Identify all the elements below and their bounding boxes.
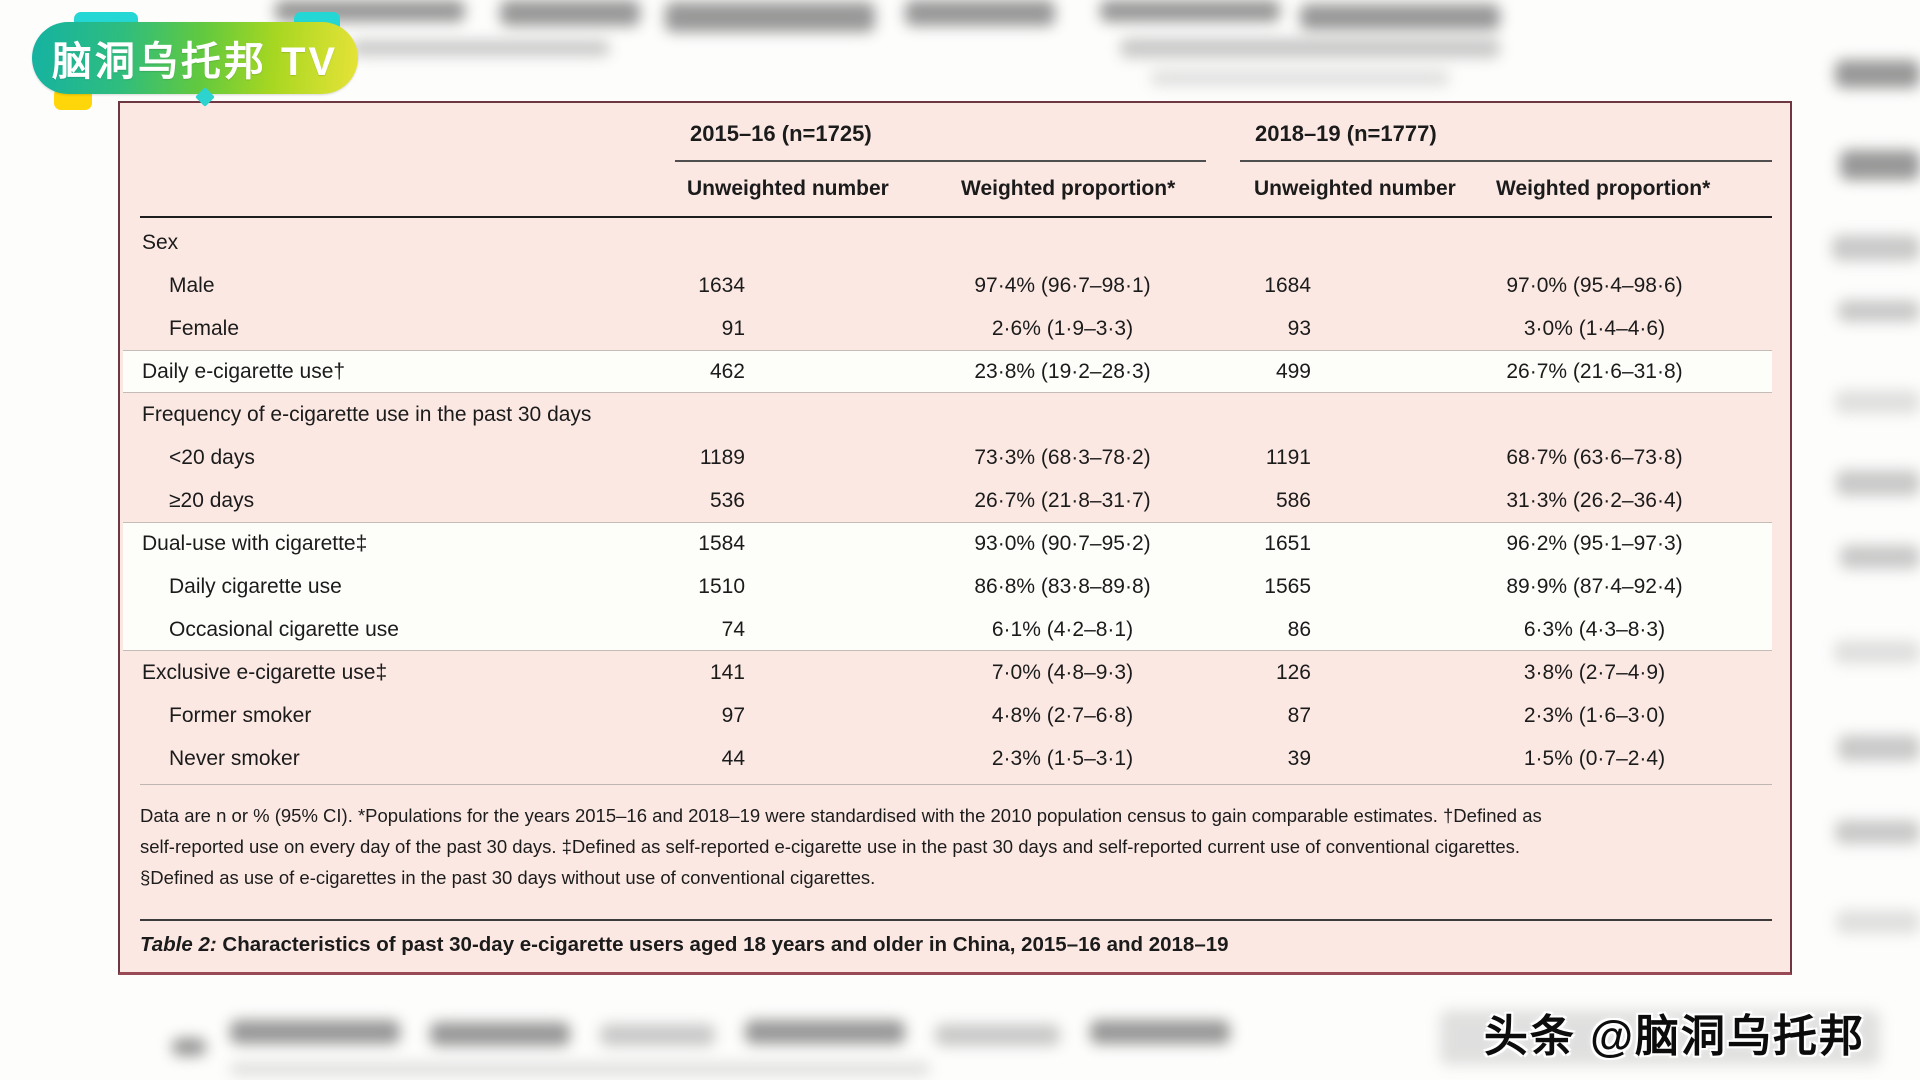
table-row: Frequency of e-cigarette use in the past…	[120, 393, 1790, 436]
table-cell: 1565	[1264, 574, 1311, 598]
table-row: Never smoker 44 2·3% (1·5–3·1) 39 1·5% (0·7–…	[120, 737, 1790, 780]
channel-logo: 脑洞乌托邦 TV	[26, 8, 386, 118]
table-cell: 86	[1287, 617, 1311, 641]
table-cell: Occasional cigarette use	[169, 617, 399, 641]
table-row: Occasional cigarette use 74 6·1% (4·2–8·1)…	[120, 608, 1790, 651]
table-row: Daily cigarette use 1510 86·8% (83·8–89·8)…	[120, 565, 1790, 608]
body-end-rule	[140, 784, 1772, 785]
caption-rule	[140, 919, 1772, 921]
table-caption: Table 2: Characteristics of past 30-day …	[140, 933, 1229, 957]
table-row: ≥20 days 536 26·7% (21·8–31·7) 586 31·3% (26…	[120, 479, 1790, 522]
table-cell: 2·3% (1·5–3·1)	[991, 746, 1134, 770]
table-cell: 74	[721, 617, 745, 641]
table-cell: 1651	[1264, 531, 1311, 555]
table-cell: 31·3% (26·2–36·4)	[1506, 488, 1683, 512]
table-cell: Dual-use with cigarette‡	[142, 531, 368, 555]
table-cell: 26·7% (21·6–31·8)	[1506, 359, 1683, 383]
column-header-weighted-2: Weighted proportion*	[1496, 177, 1711, 200]
table-cell: 23·8% (19·2–28·3)	[974, 359, 1151, 383]
table-cell: 97·0% (95·4–98·6)	[1506, 273, 1683, 297]
column-header-unweighted-1: Unweighted number	[687, 177, 889, 200]
table-cell: 1584	[698, 531, 745, 555]
table-cell: 89·9% (87·4–92·4)	[1506, 574, 1683, 598]
table-cell: 96·2% (95·1–97·3)	[1506, 531, 1683, 555]
table-panel: 2015–16 (n=1725) 2018–19 (n=1777) Unweig…	[118, 101, 1792, 975]
table-cell: 93·0% (90·7–95·2)	[974, 531, 1151, 555]
caption-prefix: Table 2:	[140, 933, 217, 956]
table-cell: 499	[1275, 359, 1311, 383]
table-cell: 7·0% (4·8–9·3)	[991, 660, 1134, 684]
table-cell: 39	[1287, 746, 1311, 770]
table-row: Exclusive e-cigarette use‡ 141 7·0% (4·8–9…	[120, 651, 1790, 694]
table-cell: Daily e-cigarette use†	[142, 359, 346, 383]
table-cell: 87	[1287, 703, 1311, 727]
table-cell: <20 days	[169, 445, 255, 469]
table-cell: 6·3% (4·3–8·3)	[1523, 617, 1666, 641]
table-cell: 536	[709, 488, 745, 512]
table-cell: 1189	[699, 445, 745, 469]
table-cell: Former smoker	[169, 703, 312, 727]
table-cell: Male	[169, 273, 215, 297]
table-row: Sex	[120, 221, 1790, 264]
table-footnote: Data are n or % (95% CI). *Populations f…	[140, 800, 1752, 893]
table-cell: 1634	[698, 273, 745, 297]
table-cell: 97	[721, 703, 745, 727]
table-cell: 73·3% (68·3–78·2)	[974, 445, 1151, 469]
column-header-weighted-1: Weighted proportion*	[961, 177, 1176, 200]
table-cell: 1·5% (0·7–2·4)	[1523, 746, 1666, 770]
table-cell: 2·6% (1·9–3·3)	[991, 316, 1134, 340]
table-row: <20 days 1189 73·3% (68·3–78·2) 1191 68·7% (…	[120, 436, 1790, 479]
table-cell: 4·8% (2·7–6·8)	[991, 703, 1134, 727]
column-header-unweighted-2: Unweighted number	[1254, 177, 1456, 200]
table-cell: 44	[721, 746, 745, 770]
footnote-line: §Defined as use of e-cigarettes in the p…	[140, 867, 876, 888]
table-cell: ≥20 days	[169, 488, 255, 512]
table-row: Female 91 2·6% (1·9–3·3) 93 3·0% (1·4–4·6)	[120, 307, 1790, 350]
table-cell: Never smoker	[169, 746, 300, 770]
group-underline	[675, 160, 1206, 162]
table-row: Former smoker 97 4·8% (2·7–6·8) 87 2·3% (1·6…	[120, 694, 1790, 737]
table-row: Dual-use with cigarette‡ 1584 93·0% (90·7–…	[120, 522, 1790, 565]
table-cell: 462	[709, 359, 745, 383]
table-cell: 97·4% (96·7–98·1)	[974, 273, 1151, 297]
group-header-2018-19: 2018–19 (n=1777)	[1255, 121, 1437, 146]
table-cell: Frequency of e-cigarette use in the past…	[142, 402, 592, 426]
table-row: Male 1634 97·4% (96·7–98·1) 1684 97·0% (95·4…	[120, 264, 1790, 307]
table-cell: 141	[709, 660, 745, 684]
group-underline	[1240, 160, 1772, 162]
table-cell: 26·7% (21·8–31·7)	[974, 488, 1151, 512]
table-cell: 68·7% (63·6–73·8)	[1506, 445, 1683, 469]
table-cell: Daily cigarette use	[169, 574, 342, 598]
table-cell: 126	[1275, 660, 1311, 684]
table-cell: 1191	[1265, 445, 1311, 469]
table-cell: 3·0% (1·4–4·6)	[1523, 316, 1666, 340]
table-cell: Exclusive e-cigarette use‡	[142, 660, 388, 684]
table-cell: 2·3% (1·6–3·0)	[1523, 703, 1666, 727]
table-cell: 91	[721, 316, 745, 340]
table-cell: 93	[1287, 316, 1311, 340]
caption-text: Characteristics of past 30-day e-cigaret…	[216, 933, 1229, 956]
table-cell: 1684	[1264, 273, 1311, 297]
table-cell: Female	[169, 316, 240, 340]
footnote-line: self-reported use on every day of the pa…	[140, 836, 1521, 857]
header-rule	[140, 216, 1772, 218]
table-cell: 586	[1275, 488, 1311, 512]
logo-text: 脑洞乌托邦 TV	[51, 40, 339, 84]
table-cell: 6·1% (4·2–8·1)	[991, 617, 1134, 641]
watermark-text: 头条 @脑洞乌托邦	[1483, 1012, 1865, 1061]
table-row: Daily e-cigarette use† 462 23·8% (19·2–28·…	[120, 350, 1790, 393]
table-cell: 1510	[698, 574, 745, 598]
table-cell: Sex	[142, 230, 179, 254]
footnote-line: Data are n or % (95% CI). *Populations f…	[140, 805, 1542, 826]
logo-pill: 脑洞乌托邦 TV	[32, 22, 358, 94]
table-rows: Sex Male 1634 97·4% (96·7–98·1) 1684 97·0% (9…	[120, 221, 1790, 780]
table-cell: 3·8% (2·7–4·9)	[1523, 660, 1666, 684]
table-cell: 86·8% (83·8–89·8)	[974, 574, 1151, 598]
group-header-2015-16: 2015–16 (n=1725)	[690, 121, 872, 146]
